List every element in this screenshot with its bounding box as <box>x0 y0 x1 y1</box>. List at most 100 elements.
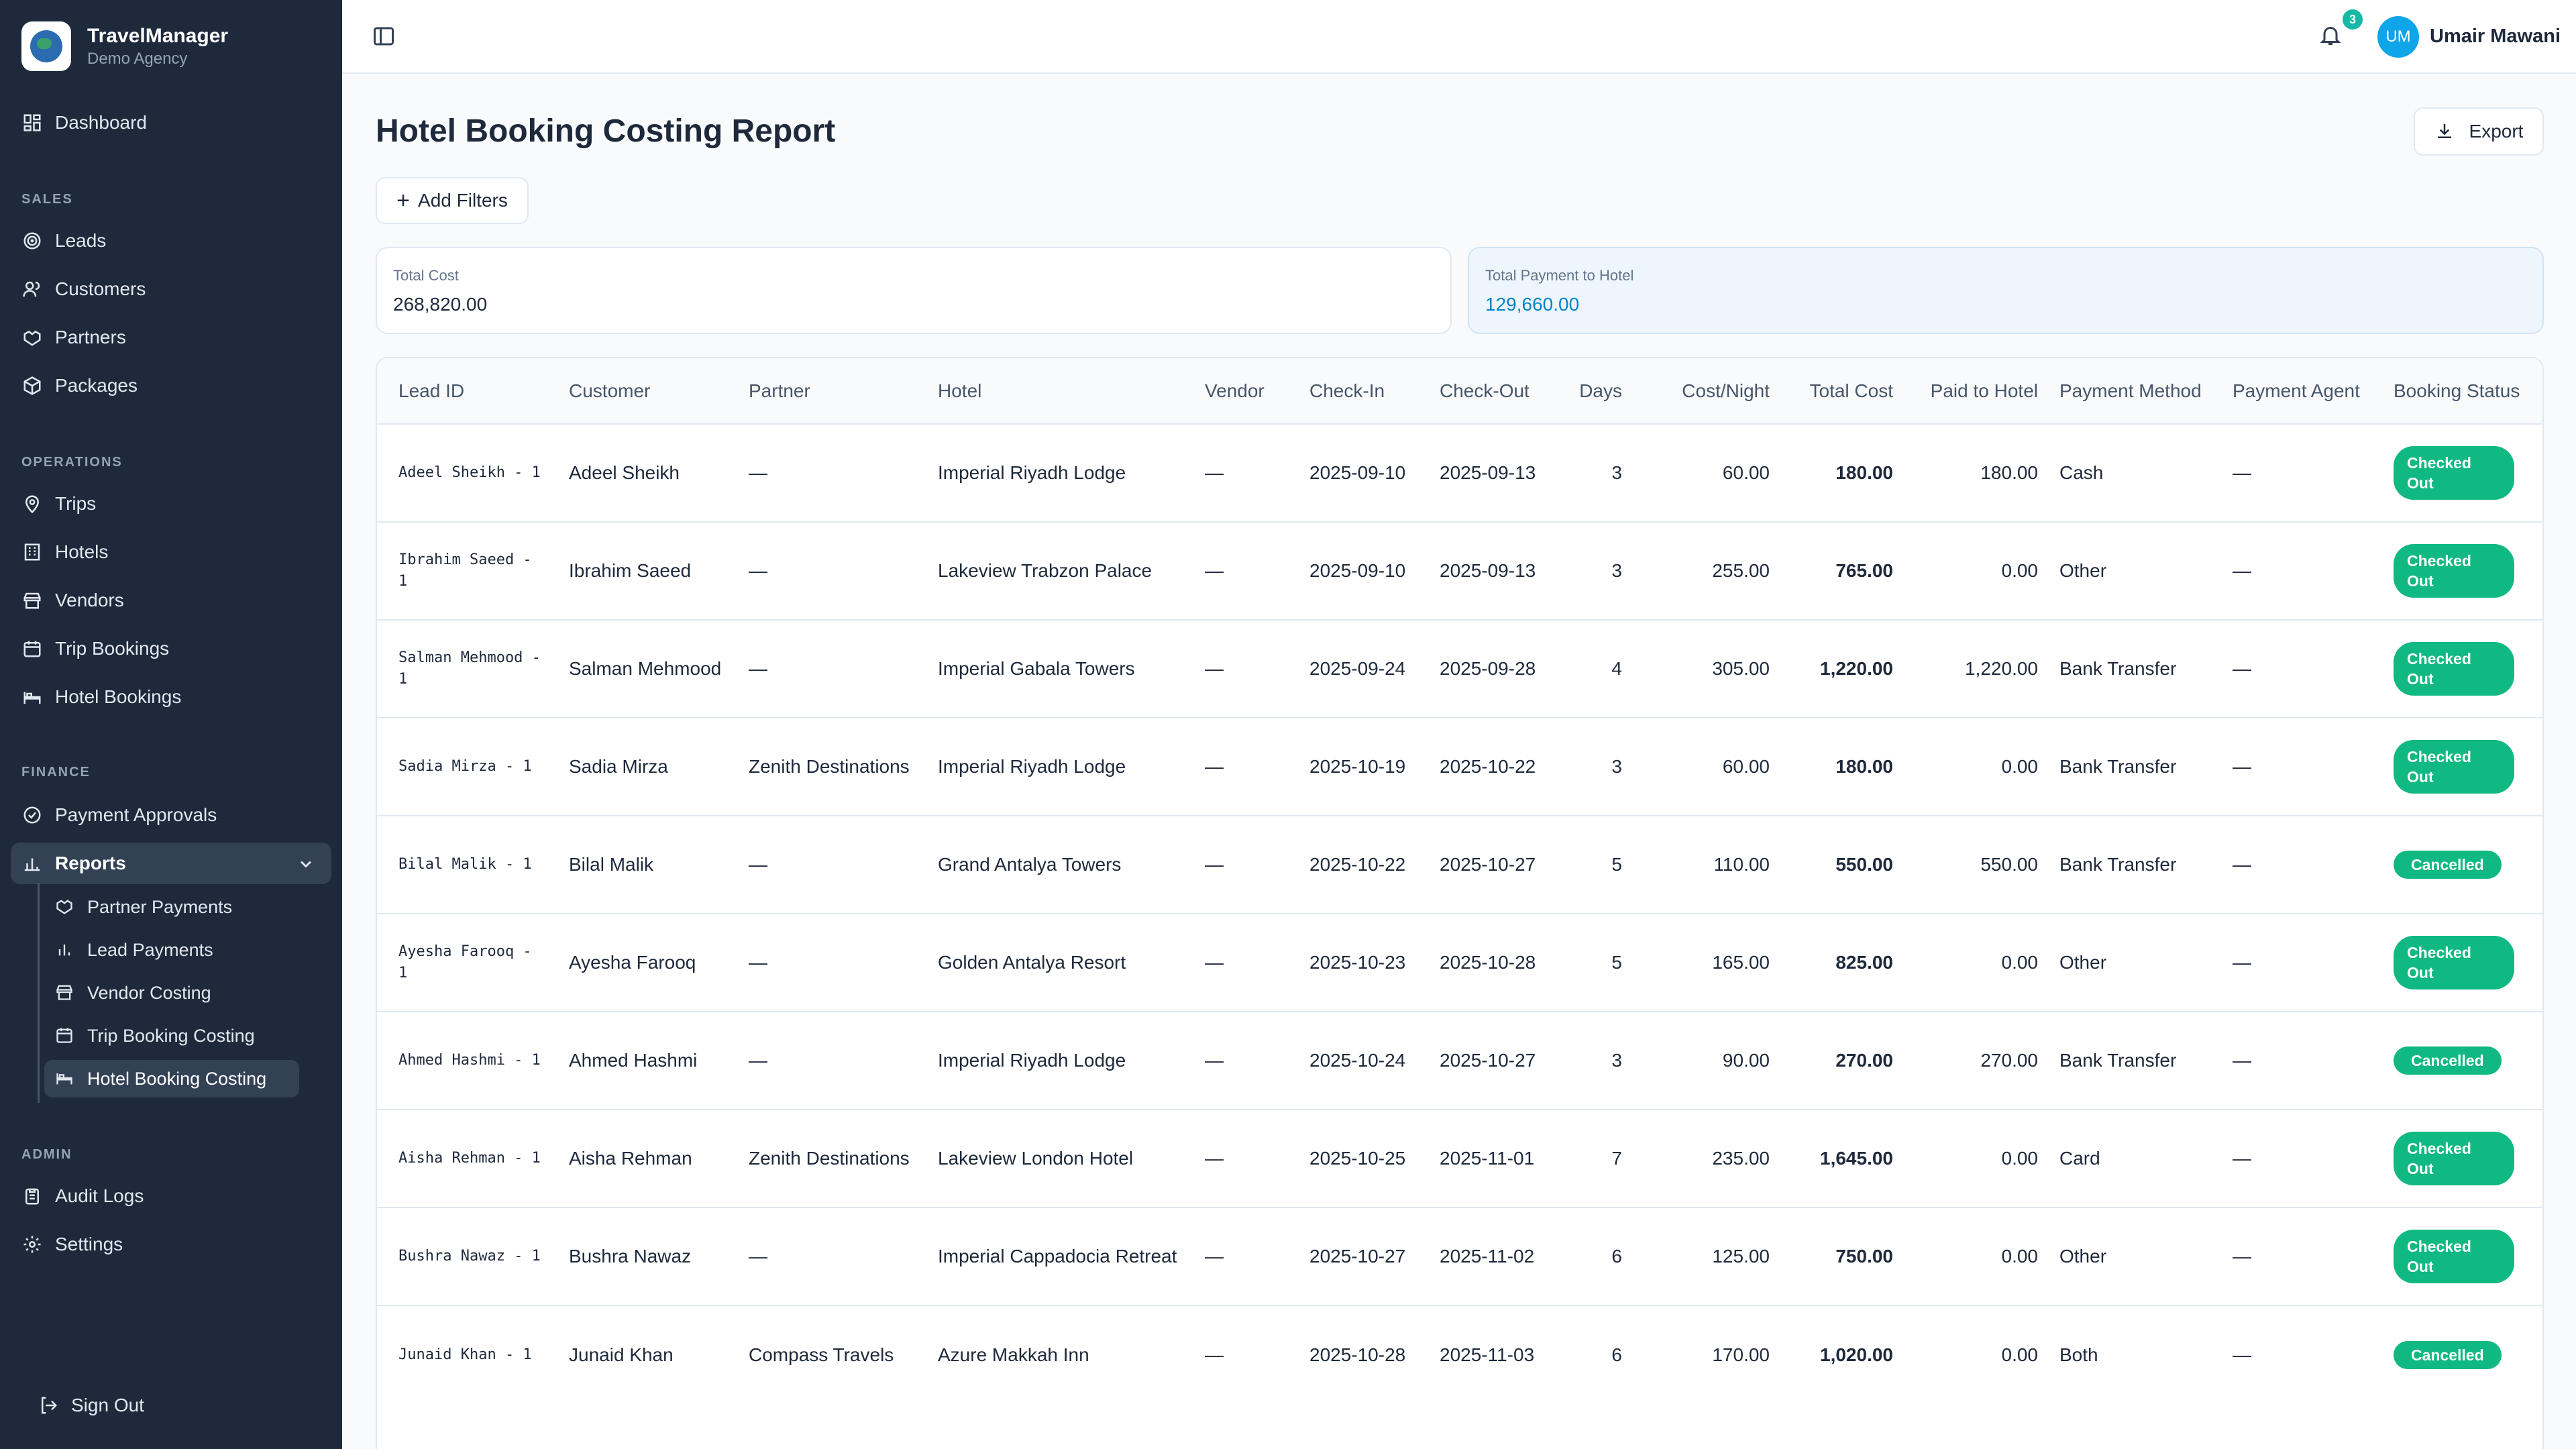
table-row[interactable]: Sadia Mirza - 1 Sadia Mirza Zenith Destina… <box>377 718 2542 816</box>
cell-paid-to-hotel: 0.00 <box>2001 1246 2039 1267</box>
sidebar-item-trip-bookings[interactable]: Trip Bookings <box>11 628 331 669</box>
cell-check-out: 2025-10-27 <box>1440 854 1536 875</box>
sidebar-item-dashboard[interactable]: Dashboard <box>11 102 331 144</box>
sidebar-item-packages[interactable]: Packages <box>11 365 331 407</box>
sign-out-button[interactable]: Sign Out <box>27 1385 322 1426</box>
cell-check-out: 2025-09-13 <box>1440 462 1536 483</box>
sign-out-label: Sign Out <box>71 1395 144 1415</box>
cell-booking-status: Checked Out <box>2383 522 2542 620</box>
total-cost-label: Total Cost <box>393 267 459 284</box>
sidebar-item-customers[interactable]: Customers <box>11 268 331 310</box>
sidebar-toggle-button[interactable] <box>372 24 398 51</box>
col-header-payment-agent[interactable]: Payment Agent <box>2233 380 2360 401</box>
add-filters-button[interactable]: + Add Filters <box>376 177 529 224</box>
cell-vendor: — <box>1205 560 1224 581</box>
handshake-icon <box>55 897 75 917</box>
cell-total-cost: 270.00 <box>1835 1050 1893 1071</box>
cell-partner: — <box>749 560 767 581</box>
cell-payment-method: Bank Transfer <box>2059 854 2177 875</box>
sidebar-item-label: Audit Logs <box>55 1185 144 1206</box>
sidebar-item-hotel-bookings[interactable]: Hotel Bookings <box>11 676 331 718</box>
sidebar-item-vendors[interactable]: Vendors <box>11 580 331 621</box>
brand-logo <box>21 21 71 71</box>
status-badge: Checked Out <box>2394 544 2514 598</box>
table-row[interactable]: Salman Mehmood - 1 Salman Mehmood — Imperia… <box>377 620 2542 718</box>
sidebar-item-partner-payments[interactable]: Partner Payments <box>44 888 299 926</box>
user-name[interactable]: Umair Mawani <box>2430 25 2561 47</box>
sidebar-item-payment-approvals[interactable]: Payment Approvals <box>11 794 331 836</box>
col-header-check-out[interactable]: Check-Out <box>1440 380 1529 401</box>
sidebar-item-label: Hotels <box>55 541 109 562</box>
col-header-cost-night[interactable]: Cost/Night <box>1682 380 1770 401</box>
sidebar-item-hotels[interactable]: Hotels <box>11 531 331 573</box>
brand[interactable]: TravelManager Demo Agency <box>21 21 228 71</box>
bed-icon <box>55 1069 75 1089</box>
col-header-hotel[interactable]: Hotel <box>938 380 982 401</box>
cell-customer: Aisha Rehman <box>569 1148 692 1169</box>
cell-check-in: 2025-10-28 <box>1309 1344 1406 1365</box>
cell-partner: — <box>749 462 767 483</box>
cell-hotel: Golden Antalya Resort <box>938 952 1126 973</box>
cell-payment-method: Other <box>2059 952 2107 973</box>
sidebar-item-partners[interactable]: Partners <box>11 317 331 358</box>
col-header-partner[interactable]: Partner <box>749 380 810 401</box>
col-header-customer[interactable]: Customer <box>569 380 651 401</box>
gear-icon <box>21 1234 43 1255</box>
col-header-paid-to-hotel[interactable]: Paid to Hotel <box>1930 380 2038 401</box>
cell-customer: Ibrahim Saeed <box>569 560 692 581</box>
cell-vendor: — <box>1205 854 1224 875</box>
cell-payment-method: Card <box>2059 1148 2100 1169</box>
col-header-days[interactable]: Days <box>1579 380 1622 401</box>
sidebar-item-vendor-costing[interactable]: Vendor Costing <box>44 974 299 1012</box>
notifications-button[interactable] <box>2318 23 2345 50</box>
cell-check-in: 2025-10-27 <box>1309 1246 1406 1267</box>
col-header-booking-status[interactable]: Booking Status <box>2394 380 2520 401</box>
cell-total-cost: 1,220.00 <box>1820 658 1893 679</box>
sidebar-item-reports[interactable]: Reports <box>11 843 331 884</box>
sidebar-item-hotel-booking-costing[interactable]: Hotel Booking Costing <box>44 1060 299 1097</box>
sidebar-item-trip-booking-costing[interactable]: Trip Booking Costing <box>44 1017 299 1055</box>
cell-booking-status: Checked Out <box>2383 1208 2542 1305</box>
avatar[interactable]: UM <box>2377 16 2419 58</box>
sidebar-item-leads[interactable]: Leads <box>11 220 331 262</box>
col-header-check-in[interactable]: Check-In <box>1309 380 1385 401</box>
cell-payment-method: Other <box>2059 560 2107 581</box>
col-header-lead-id[interactable]: Lead ID <box>398 380 465 401</box>
map-pin-icon <box>21 493 43 515</box>
col-header-payment-method[interactable]: Payment Method <box>2059 380 2202 401</box>
status-badge: Cancelled <box>2394 1340 2502 1369</box>
sidebar-item-audit-logs[interactable]: Audit Logs <box>11 1175 331 1217</box>
sidebar-item-label: Trip Bookings <box>55 638 170 659</box>
bell-icon <box>2320 27 2341 45</box>
total-payment-card: Total Payment to Hotel 129,660.00 <box>1468 247 2544 334</box>
col-header-total-cost[interactable]: Total Cost <box>1809 380 1894 401</box>
cell-cost-night: 255.00 <box>1712 560 1770 581</box>
cell-cost-night: 235.00 <box>1712 1148 1770 1169</box>
table-row[interactable]: Junaid Khan - 1 Junaid Khan Compass Travel… <box>377 1305 2542 1403</box>
calendar-icon <box>21 638 43 659</box>
cell-cost-night: 60.00 <box>1722 756 1770 777</box>
sidebar-item-label: Payment Approvals <box>55 804 217 825</box>
download-icon <box>2437 123 2451 138</box>
table-row[interactable]: Ahmed Hashmi - 1 Ahmed Hashmi — Imperial Ri… <box>377 1012 2542 1110</box>
export-button[interactable]: Export <box>2414 107 2544 156</box>
table-row[interactable]: Ibrahim Saeed - 1 Ibrahim Saeed — Lakeview … <box>377 522 2542 620</box>
cell-customer: Bushra Nawaz <box>569 1246 692 1267</box>
page-title: Hotel Booking Costing Report <box>376 113 836 149</box>
cell-days: 5 <box>1611 854 1622 875</box>
table-row[interactable]: Bushra Nawaz - 1 Bushra Nawaz — Imperial Ca… <box>377 1208 2542 1305</box>
sidebar-item-lead-payments[interactable]: Lead Payments <box>44 931 299 969</box>
sidebar-item-trips[interactable]: Trips <box>11 483 331 525</box>
store-icon <box>55 983 75 1003</box>
cell-payment-method: Other <box>2059 1246 2107 1267</box>
cell-customer: Junaid Khan <box>569 1344 674 1365</box>
table-row[interactable]: Adeel Sheikh - 1 Adeel Sheikh — Imperial Ri… <box>377 424 2542 522</box>
table-row[interactable]: Aisha Rehman - 1 Aisha Rehman Zenith Desti… <box>377 1110 2542 1208</box>
table-row[interactable]: Bilal Malik - 1 Bilal Malik — Grand Antalya… <box>377 816 2542 914</box>
col-header-vendor[interactable]: Vendor <box>1205 380 1265 401</box>
status-badge: Cancelled <box>2394 1046 2502 1075</box>
plus-icon: + <box>396 188 411 213</box>
table-row[interactable]: Ayesha Farooq - 1 Ayesha Farooq — Golden An… <box>377 914 2542 1012</box>
sidebar-item-settings[interactable]: Settings <box>11 1224 331 1265</box>
cell-booking-status: Cancelled <box>2383 1305 2542 1403</box>
